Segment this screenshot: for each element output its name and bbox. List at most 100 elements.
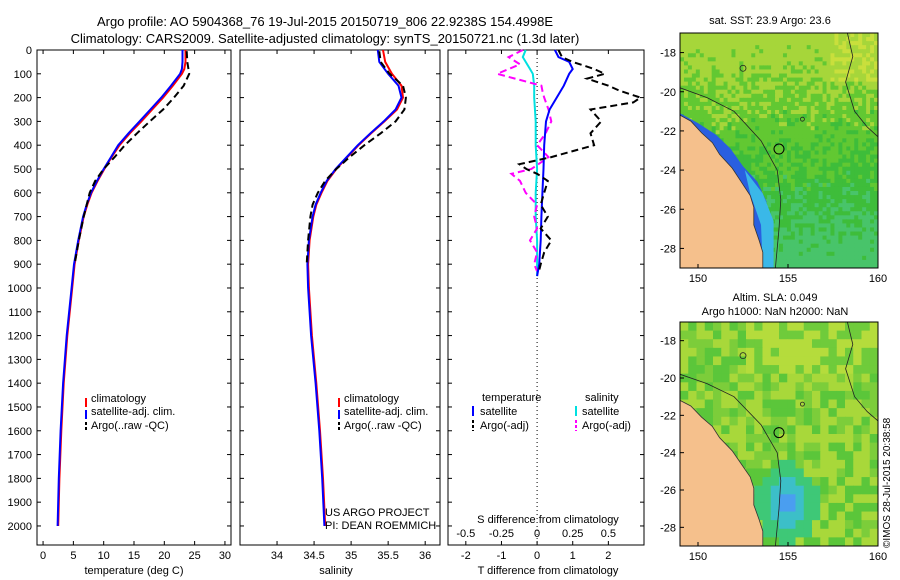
map-cell: [862, 109, 867, 115]
map-cell: [818, 191, 824, 196]
map-cell: [862, 41, 867, 46]
map-cell: [729, 442, 739, 452]
map-cell: [746, 347, 755, 357]
map-cell: [846, 65, 851, 70]
map-cell: [794, 65, 800, 70]
map-cell: [854, 85, 859, 91]
map-cell: [794, 186, 800, 192]
map-cell: [822, 182, 828, 188]
map-cell: [842, 203, 847, 208]
map-cell: [854, 158, 859, 164]
map-cell: [782, 142, 788, 147]
map-cell: [790, 53, 796, 58]
map-cell: [775, 138, 780, 143]
map-cell: [763, 41, 768, 46]
map-cell: [854, 142, 859, 147]
map-cell: [834, 118, 839, 123]
map-cell: [802, 182, 808, 188]
map-cell: [806, 219, 812, 224]
map-cell: [802, 251, 808, 257]
map-cell: [850, 186, 855, 192]
map-cell: [866, 219, 871, 224]
map-cell: [822, 33, 828, 38]
map-cell: [822, 41, 828, 46]
map-cell: [723, 118, 729, 123]
map-cell: [874, 174, 878, 180]
map-cell: [759, 49, 764, 54]
map-cell: [853, 502, 862, 513]
map-cell: [842, 162, 847, 168]
map-cell: [836, 477, 846, 487]
map-cell: [786, 69, 792, 75]
map-cell: [691, 37, 697, 42]
map-cell: [739, 146, 744, 151]
map-cell: [870, 259, 875, 265]
map-cell: [795, 390, 805, 401]
map-cell: [786, 37, 792, 42]
map-cell: [870, 122, 875, 127]
map-cell: [826, 211, 831, 216]
map-cell: [874, 101, 878, 107]
map-cell: [818, 203, 824, 208]
map-cell: [854, 134, 859, 139]
map-cell: [771, 77, 776, 83]
map-cell: [830, 243, 835, 249]
map-cell: [795, 356, 805, 366]
map-cell: [735, 146, 740, 151]
map-cell: [794, 126, 800, 131]
map-cell: [691, 69, 697, 75]
map-cell: [687, 105, 693, 111]
map-cell: [846, 105, 851, 111]
map-cell: [858, 85, 863, 91]
map-cell: [721, 365, 730, 375]
map-cell: [845, 459, 854, 469]
map-cell: [715, 49, 721, 54]
map-cell: [751, 57, 756, 62]
map-cell: [850, 41, 855, 46]
map-cell: [826, 118, 831, 123]
map-cell: [810, 219, 816, 224]
map-cell: [779, 347, 788, 357]
map-cell: [845, 528, 854, 538]
map-cell: [854, 182, 859, 188]
map-cell: [762, 408, 772, 418]
map-cell: [850, 231, 855, 237]
map-cell: [721, 425, 730, 435]
map-cell: [699, 101, 705, 107]
map-cell: [779, 528, 788, 538]
map-cell: [775, 239, 780, 245]
map-cell: [762, 330, 772, 340]
map-cell: [820, 468, 829, 478]
map-cell: [754, 451, 763, 461]
sla-map-title-line-1: Altim. SLA: 0.049: [733, 292, 818, 304]
map-cell: [802, 41, 808, 46]
map-cell: [818, 199, 824, 204]
map-cell: [826, 174, 831, 180]
map-cell: [826, 199, 831, 204]
map-cell: [838, 73, 843, 79]
map-cell: [820, 330, 829, 340]
map-cell: [858, 37, 863, 42]
map-cell: [691, 45, 697, 50]
map-cell: [846, 41, 851, 46]
map-cell: [735, 142, 740, 147]
map-cell: [802, 154, 808, 160]
map-cell: [826, 158, 831, 164]
map-cell: [727, 61, 732, 66]
map-cell: [798, 138, 804, 143]
map-cell: [838, 134, 843, 139]
map-cell: [691, 118, 697, 123]
map-cell: [771, 126, 776, 131]
map-cell: [771, 109, 776, 115]
map-cell: [737, 442, 747, 452]
map-cell: [818, 223, 824, 228]
map-cell: [704, 339, 714, 349]
map-cell: [861, 408, 871, 418]
map-cell: [795, 330, 805, 340]
map-cell: [767, 57, 772, 62]
map-cell: [830, 191, 835, 196]
map-cell: [866, 170, 871, 176]
map-cell: [818, 142, 824, 147]
map-cell: [834, 89, 839, 95]
map-cell: [731, 73, 736, 79]
